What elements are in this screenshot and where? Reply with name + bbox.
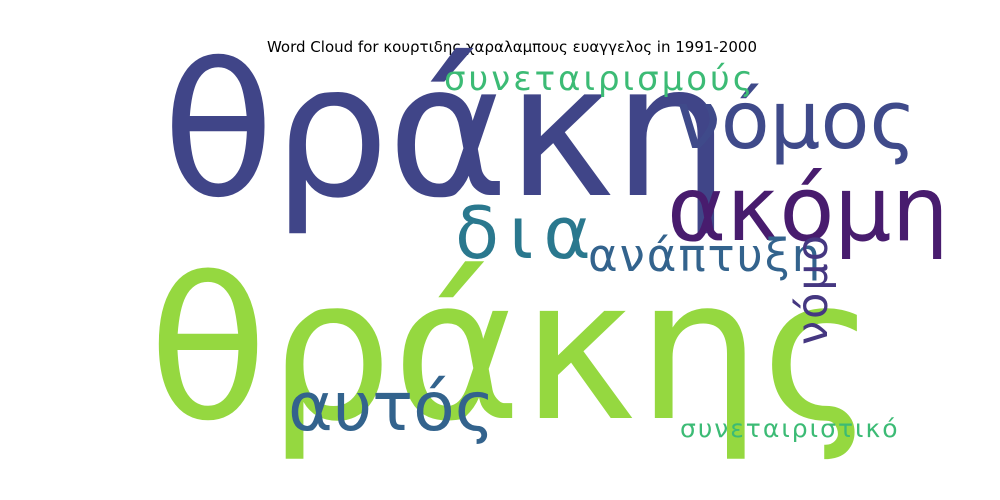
word-cloud-word: θράκης xyxy=(148,237,876,465)
word-cloud-word: δια xyxy=(455,191,601,275)
word-cloud-word: νόμο xyxy=(788,233,838,345)
word-cloud-word: συνεταιριστικό xyxy=(680,414,900,443)
word-cloud-word: θράκη xyxy=(162,25,728,239)
chart-title: Word Cloud for κουρτιδης χαραλαμπους ευα… xyxy=(267,38,757,56)
word-cloud-word: ανάπτυξη xyxy=(588,229,822,282)
word-cloud-word: αυτός xyxy=(288,368,495,447)
word-cloud-word: ακόμη xyxy=(667,157,949,262)
word-cloud-word: συνεταιρισμούς xyxy=(444,59,756,99)
word-cloud-word: νόμος xyxy=(676,74,916,167)
